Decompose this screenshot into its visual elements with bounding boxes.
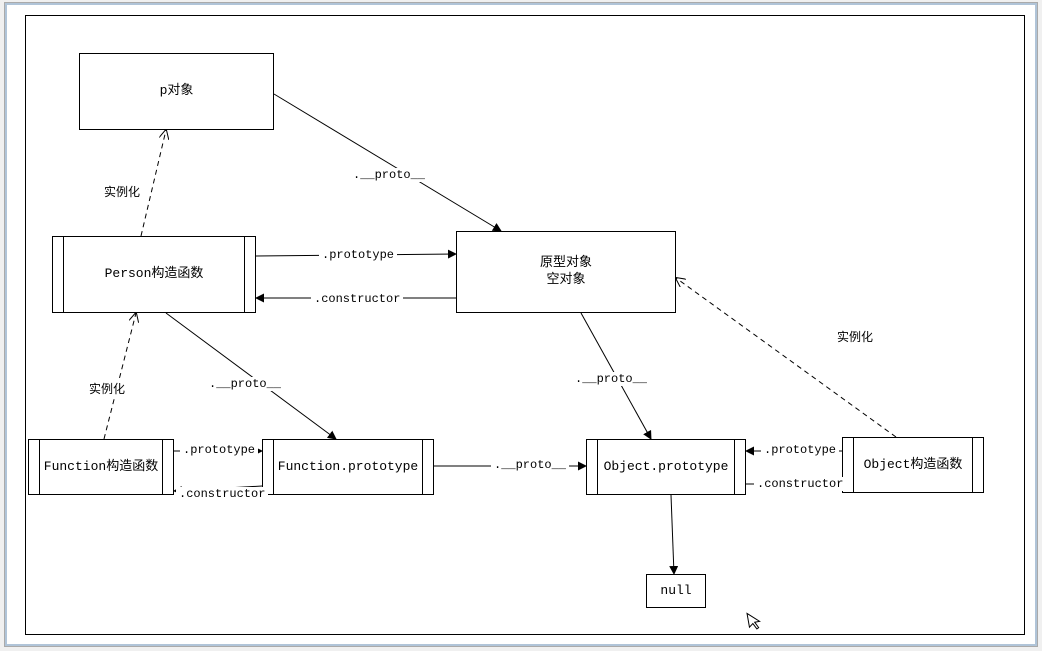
edge-label: .__proto__ xyxy=(572,372,650,386)
edge-obj-null xyxy=(671,495,674,574)
window-frame: p对象 Person构造函数 原型对象 空对象 Function构造函数 Fun… xyxy=(4,2,1038,647)
node-object-ctor: Object构造函数 xyxy=(842,437,984,493)
node-function-proto: Function.prototype xyxy=(262,439,434,495)
node-person-ctor: Person构造函数 xyxy=(52,236,256,313)
node-label: Object构造函数 xyxy=(864,457,963,474)
bar-icon xyxy=(422,440,423,494)
bar-icon xyxy=(244,237,245,312)
bar-icon xyxy=(162,440,163,494)
edge-label: .constructor xyxy=(754,477,846,491)
edge-label: 实例化 xyxy=(86,380,128,397)
edge-person-proto-fn xyxy=(166,313,336,439)
edge-label: .constructor xyxy=(311,292,403,306)
node-label: Person构造函数 xyxy=(105,266,204,283)
bar-icon xyxy=(63,237,64,312)
edge-label: 实例化 xyxy=(834,328,876,345)
node-label: 原型对象 xyxy=(540,255,592,272)
node-function-ctor: Function构造函数 xyxy=(28,439,174,495)
edge-label: .prototype xyxy=(319,248,397,262)
bar-icon xyxy=(853,438,854,492)
node-label: null xyxy=(660,583,691,600)
edge-label: 实例化 xyxy=(101,183,143,200)
mouse-cursor-icon xyxy=(746,610,766,638)
edge-label: .constructor xyxy=(176,487,268,501)
node-proto-empty: 原型对象 空对象 xyxy=(456,231,676,313)
node-null: null xyxy=(646,574,706,608)
diagram-canvas: p对象 Person构造函数 原型对象 空对象 Function构造函数 Fun… xyxy=(25,15,1025,635)
bar-icon xyxy=(273,440,274,494)
edge-label: .__proto__ xyxy=(206,377,284,391)
bar-icon xyxy=(597,440,598,494)
node-label: p对象 xyxy=(160,83,194,100)
node-label: 空对象 xyxy=(546,272,585,289)
edge-person-to-p xyxy=(141,130,166,236)
bar-icon xyxy=(39,440,40,494)
edge-label: .__proto__ xyxy=(350,168,428,182)
node-label: Function.prototype xyxy=(278,459,418,476)
edge-label: .prototype xyxy=(761,443,839,457)
edge-p-to-proto xyxy=(274,94,501,231)
node-object-proto: Object.prototype xyxy=(586,439,746,495)
edge-fn-to-person xyxy=(104,313,136,439)
bar-icon xyxy=(734,440,735,494)
node-p-obj: p对象 xyxy=(79,53,274,130)
bar-icon xyxy=(972,438,973,492)
edge-label: .prototype xyxy=(180,443,258,457)
node-label: Function构造函数 xyxy=(44,459,158,476)
edge-obj-instance xyxy=(676,278,896,437)
node-label: Object.prototype xyxy=(604,459,729,476)
edge-label: .__proto__ xyxy=(491,458,569,472)
